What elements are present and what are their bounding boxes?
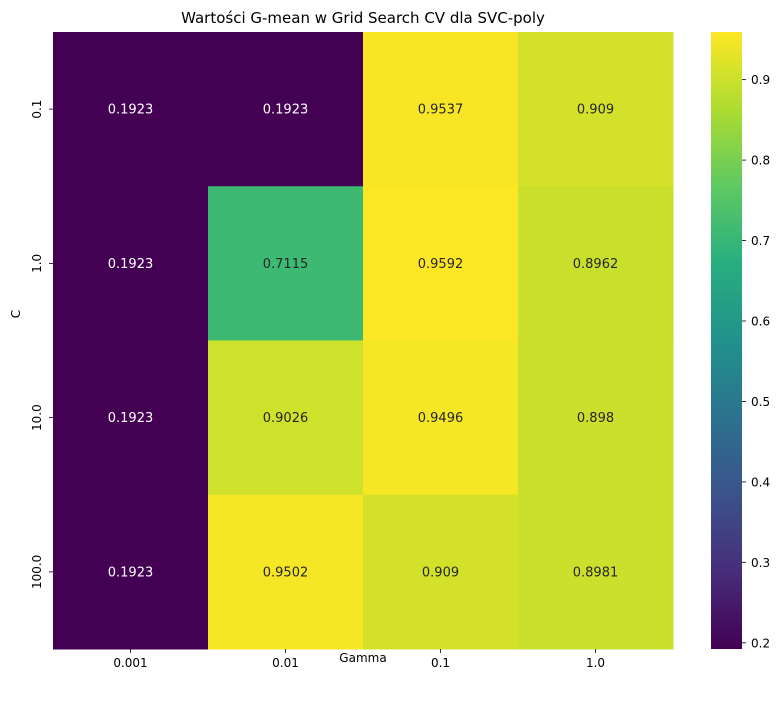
cell-value-label: 0.1923 [108, 257, 154, 272]
cell-value-label: 0.1923 [108, 411, 154, 426]
heatmap-cell [53, 186, 209, 341]
heatmap-cell [53, 494, 209, 650]
heatmap-cell [518, 186, 674, 341]
cell-value-label: 0.8981 [573, 565, 619, 580]
heatmap-cell [53, 32, 209, 187]
y-axis-label: C [9, 310, 23, 318]
y-tick-label: 10.0 [30, 404, 44, 431]
cell-value-label: 0.9592 [418, 257, 464, 272]
heatmap-cell [208, 494, 364, 650]
heatmap-cell [363, 32, 519, 187]
colorbar-tick-label: 0.3 [751, 556, 770, 570]
cell-value-label: 0.9026 [263, 411, 309, 426]
colorbar-tick-label: 0.4 [751, 475, 770, 489]
cell-value-labels: 0.1923 0.1923 0.9537 0.909 0.1923 0.7115 0.959… [108, 103, 619, 581]
cell-value-label: 0.9496 [418, 411, 464, 426]
y-tick-label: 100.0 [30, 555, 44, 589]
x-axis: 0.001 0.01 0.1 1.0 [113, 649, 605, 670]
y-tick-label: 1.0 [30, 254, 44, 273]
chart-title: Wartości G-mean w Grid Search CV dla SVC… [181, 9, 545, 27]
colorbar-tick-label: 0.9 [751, 73, 770, 87]
x-tick-label: 0.1 [431, 656, 450, 670]
heatmap-cell [363, 494, 519, 650]
cell-value-label: 0.1923 [108, 565, 154, 580]
heatmap-cells [53, 32, 674, 650]
heatmap-cell [518, 494, 674, 650]
cell-value-label: 0.909 [422, 565, 459, 580]
heatmap-cell [208, 186, 364, 341]
colorbar [711, 32, 742, 649]
colorbar-tick-label: 0.6 [751, 314, 770, 328]
heatmap-cell [208, 340, 364, 496]
colorbar-ticks: 0.2 0.3 0.4 0.5 0.6 0.7 0.8 0.9 [742, 73, 770, 650]
cell-value-label: 0.9502 [263, 565, 309, 580]
x-tick-label: 0.01 [272, 656, 299, 670]
x-tick-label: 0.001 [113, 656, 147, 670]
heatmap-cell [518, 340, 674, 496]
heatmap-cell [518, 32, 674, 187]
cell-value-label: 0.8962 [573, 257, 619, 272]
colorbar-tick-label: 0.5 [751, 395, 770, 409]
colorbar-tick-label: 0.7 [751, 234, 770, 248]
x-axis-label: Gamma [339, 651, 386, 665]
heatmap-cell [363, 186, 519, 341]
y-tick-label: 0.1 [30, 100, 44, 119]
y-axis: 0.1 1.0 10.0 100.0 [30, 100, 53, 589]
cell-value-label: 0.9537 [418, 103, 464, 118]
cell-value-label: 0.1923 [263, 103, 309, 118]
cell-value-label: 0.1923 [108, 103, 154, 118]
x-tick-label: 1.0 [586, 656, 605, 670]
colorbar-tick-label: 0.8 [751, 154, 770, 168]
heatmap-cell [53, 340, 209, 496]
cell-value-label: 0.898 [577, 411, 614, 426]
heatmap-cell [363, 340, 519, 496]
cell-value-label: 0.7115 [263, 257, 309, 272]
colorbar-tick-label: 0.2 [751, 636, 770, 650]
heatmap-cell [208, 32, 364, 187]
cell-value-label: 0.909 [577, 103, 614, 118]
